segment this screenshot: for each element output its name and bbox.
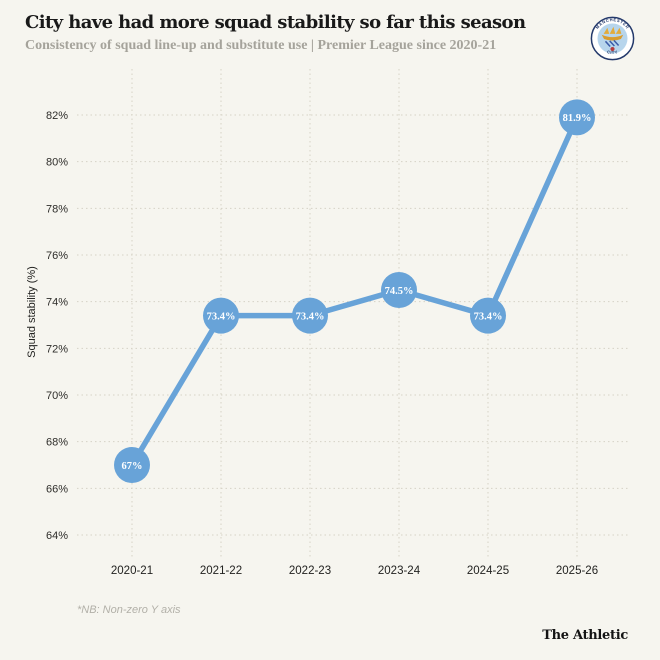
badge-bottom-text: CITY: [606, 49, 618, 55]
data-point: [203, 297, 239, 334]
data-point-label: 73.4%: [474, 311, 503, 322]
data-point-label: 81.9%: [563, 113, 592, 124]
y-axis-tick-label: 66%: [46, 483, 68, 495]
x-axis-tick-label: 2021-22: [200, 565, 242, 577]
badge-rose: [610, 46, 615, 52]
chart-subtitle: Consistency of squad line-up and substit…: [25, 38, 497, 53]
badge-ship-hull: [601, 34, 624, 41]
x-axis-tick-label: 2022-23: [289, 565, 331, 577]
data-point: [470, 297, 506, 334]
data-point-label: 73.4%: [207, 311, 236, 322]
badge-river-stripe: [609, 40, 615, 47]
data-point: [292, 297, 328, 334]
y-axis-tick-label: 70%: [46, 390, 68, 402]
badge-sail: [609, 26, 616, 34]
data-point-label: 74.5%: [385, 286, 414, 297]
y-axis-tick-label: 76%: [46, 250, 68, 262]
badge-sail: [615, 27, 622, 34]
badge-river-stripe: [613, 39, 620, 47]
badge-sail: [603, 27, 610, 34]
data-point-label: 67%: [122, 461, 143, 472]
badge-river-stripe: [604, 40, 611, 47]
man-city-badge-icon: MANCHESTER CITY: [590, 16, 635, 61]
y-axis-tick-label: 72%: [46, 343, 68, 355]
x-axis-tick-label: 2020-21: [111, 565, 153, 577]
footnote: *NB: Non-zero Y axis: [77, 604, 181, 616]
x-axis-tick-label: 2023-24: [378, 565, 421, 577]
y-axis-tick-label: 80%: [46, 157, 68, 169]
y-axis-title: Squad stability (%): [26, 266, 38, 358]
y-axis-tick-label: 78%: [46, 203, 68, 215]
data-point: [381, 272, 417, 308]
attribution-wordmark: The Athletic: [542, 628, 628, 643]
data-point-label: 73.4%: [296, 311, 325, 322]
y-axis-tick-label: 74%: [46, 297, 68, 309]
chart-title: City have had more squad stability so fa…: [25, 12, 526, 33]
y-axis-tick-label: 82%: [46, 110, 68, 122]
x-axis-tick-label: 2025-26: [556, 565, 598, 577]
chart-header: City have had more squad stability so fa…: [25, 12, 585, 54]
data-point: [559, 99, 595, 136]
data-line: [129, 114, 580, 468]
y-axis-tick-label: 68%: [46, 437, 68, 449]
y-axis-tick-label: 64%: [46, 530, 68, 542]
data-point: [114, 447, 150, 483]
x-axis-tick-label: 2024-25: [467, 565, 509, 577]
